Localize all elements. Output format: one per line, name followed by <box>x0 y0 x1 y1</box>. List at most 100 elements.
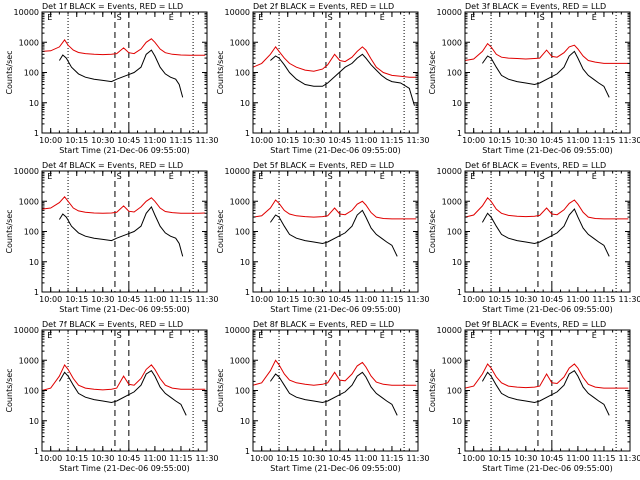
y-tick-label: 100 <box>235 387 250 396</box>
x-tick-label: 11:00 <box>143 454 166 463</box>
y-tick-label: 1000 <box>442 38 462 47</box>
marker-letter: S <box>328 172 333 181</box>
x-tick-label: 11:15 <box>380 454 403 463</box>
y-tick-label: 10 <box>240 258 250 267</box>
panel-title: Det 8f BLACK = Events, RED = LLD <box>253 320 394 329</box>
lld-series-line <box>41 38 206 56</box>
y-tick-label: 10000 <box>437 8 462 17</box>
y-tick-label: 10000 <box>225 326 250 335</box>
y-axis-label: Counts/sec <box>428 209 437 253</box>
marker-letter: E <box>258 172 263 181</box>
marker-letter: E <box>47 172 52 181</box>
marker-letter: E <box>169 13 174 22</box>
y-tick-label: 1000 <box>442 197 462 206</box>
marker-letter: E <box>380 172 385 181</box>
x-tick-label: 10:15 <box>488 295 511 304</box>
x-axis-label: Start Time (21-Dec-06 09:55:00) <box>59 464 190 473</box>
x-tick-label: 11:00 <box>143 295 166 304</box>
x-tick-label: 10:30 <box>302 295 325 304</box>
y-tick-label: 100 <box>24 228 39 237</box>
x-tick-label: 10:30 <box>91 295 114 304</box>
panel-det-6: Det 6f BLACK = Events, RED = LLD E S E 1 10 10… <box>428 161 640 314</box>
y-tick-label: 1000 <box>230 38 250 47</box>
y-tick-label: 1000 <box>230 197 250 206</box>
x-tick-label: 10:15 <box>276 454 299 463</box>
events-series-line <box>269 371 398 416</box>
x-axis-label: Start Time (21-Dec-06 09:55:00) <box>270 146 401 155</box>
x-axis-label: Start Time (21-Dec-06 09:55:00) <box>270 464 401 473</box>
x-axis-label: Start Time (21-Dec-06 09:55:00) <box>482 146 613 155</box>
plot-frame <box>252 170 419 293</box>
panel-title: Det 7f BLACK = Events, RED = LLD <box>42 320 183 329</box>
marker-letter: S <box>540 331 545 340</box>
y-tick-label: 100 <box>447 69 462 78</box>
x-tick-label: 10:45 <box>328 136 351 145</box>
y-tick-label: 10 <box>29 417 39 426</box>
panel-det-1: Det 1f BLACK = Events, RED = LLD E S E 1 10 10… <box>5 2 219 155</box>
x-tick-label: 11:30 <box>406 295 429 304</box>
x-tick-label: 10:15 <box>65 136 88 145</box>
lld-series-line <box>464 42 629 64</box>
y-tick-label: 100 <box>235 69 250 78</box>
marker-letter: E <box>470 172 475 181</box>
x-tick-label: 10:45 <box>540 454 563 463</box>
events-series-line <box>58 205 184 257</box>
x-tick-label: 10:15 <box>488 454 511 463</box>
panel-det-8: Det 8f BLACK = Events, RED = LLD E S E 1 10 10… <box>216 320 430 473</box>
x-tick-label: 10:45 <box>117 136 140 145</box>
y-tick-label: 1 <box>34 288 39 297</box>
y-axis-label: Counts/sec <box>216 50 225 94</box>
lld-series-line <box>464 363 629 389</box>
y-tick-label: 1 <box>457 447 462 456</box>
y-tick-label: 100 <box>447 387 462 396</box>
y-tick-label: 10 <box>29 258 39 267</box>
x-tick-label: 10:00 <box>462 136 485 145</box>
y-tick-label: 10000 <box>14 167 39 176</box>
x-tick-label: 11:00 <box>566 295 589 304</box>
marker-letter: E <box>47 13 52 22</box>
x-tick-label: 11:30 <box>618 295 640 304</box>
panel-title: Det 6f BLACK = Events, RED = LLD <box>465 161 606 170</box>
marker-letter: E <box>592 13 597 22</box>
y-axis-label: Counts/sec <box>5 368 14 412</box>
marker-letter: S <box>540 13 545 22</box>
y-axis-label: Counts/sec <box>5 50 14 94</box>
lld-series-line <box>252 199 417 220</box>
y-tick-label: 10 <box>452 258 462 267</box>
x-tick-label: 11:30 <box>195 295 218 304</box>
panel-title: Det 1f BLACK = Events, RED = LLD <box>42 2 183 11</box>
marker-letter: E <box>47 331 52 340</box>
events-series-line <box>269 209 398 257</box>
x-tick-label: 10:45 <box>540 136 563 145</box>
events-series-line <box>481 50 610 98</box>
x-tick-label: 10:15 <box>276 136 299 145</box>
x-tick-label: 10:00 <box>462 295 485 304</box>
x-tick-label: 10:00 <box>39 136 62 145</box>
lld-series-line <box>252 359 417 386</box>
x-tick-label: 11:15 <box>169 454 192 463</box>
plot-frame <box>41 329 208 452</box>
y-axis-label: Counts/sec <box>5 209 14 253</box>
x-tick-label: 10:00 <box>39 454 62 463</box>
y-axis-label: Counts/sec <box>428 50 437 94</box>
plot-frame <box>464 329 631 452</box>
x-tick-label: 11:30 <box>195 454 218 463</box>
panel-title: Det 4f BLACK = Events, RED = LLD <box>42 161 183 170</box>
marker-letter: E <box>258 331 263 340</box>
x-tick-label: 10:30 <box>302 136 325 145</box>
x-tick-label: 11:15 <box>380 295 403 304</box>
marker-letter: E <box>592 172 597 181</box>
y-axis-label: Counts/sec <box>428 368 437 412</box>
x-axis-label: Start Time (21-Dec-06 09:55:00) <box>482 464 613 473</box>
y-tick-label: 10 <box>452 417 462 426</box>
marker-letter: S <box>117 172 122 181</box>
plot-frame <box>252 11 419 134</box>
lld-series-line <box>464 197 629 220</box>
x-tick-label: 10:15 <box>488 136 511 145</box>
lld-series-line <box>252 46 417 78</box>
panel-det-4: Det 4f BLACK = Events, RED = LLD E S E 1 10 10… <box>5 161 219 314</box>
y-tick-label: 1000 <box>19 356 39 365</box>
x-tick-label: 10:00 <box>250 136 273 145</box>
y-tick-label: 100 <box>24 69 39 78</box>
